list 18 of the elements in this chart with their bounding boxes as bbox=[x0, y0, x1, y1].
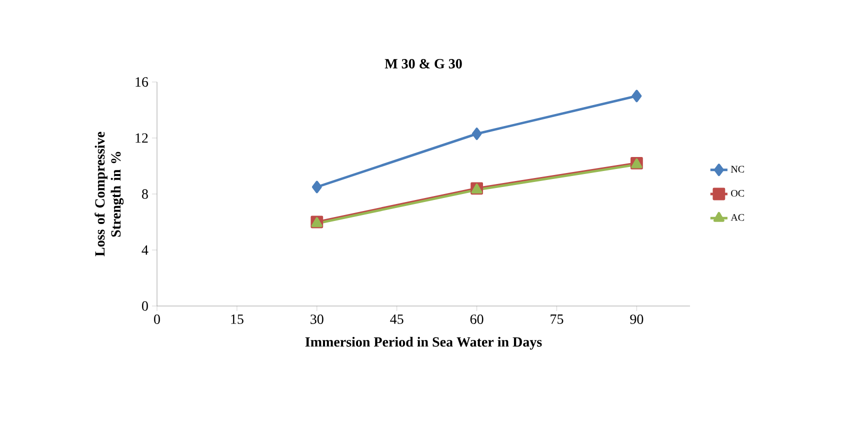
y-tick-label: 12 bbox=[136, 133, 148, 143]
x-tick-label: 45 bbox=[390, 314, 404, 324]
legend-label: OC bbox=[731, 190, 744, 197]
y-axis-title: Loss of Compressive Strength in % bbox=[94, 132, 124, 256]
x-tick-label: 0 bbox=[154, 314, 160, 324]
legend-label: NC bbox=[730, 166, 744, 173]
y-tick-label: 0 bbox=[142, 301, 148, 311]
y-tick-label: 4 bbox=[142, 245, 148, 255]
x-tick-label: 90 bbox=[630, 314, 644, 324]
x-tick-label: 15 bbox=[231, 314, 244, 324]
x-tick-label: 30 bbox=[310, 314, 324, 324]
y-tick-label: 16 bbox=[136, 77, 148, 87]
x-axis-title: Immersion Period in Sea Water in Days bbox=[305, 336, 542, 350]
x-tick-label: 60 bbox=[470, 314, 484, 324]
x-tick-label: 75 bbox=[550, 314, 564, 324]
chart-title: M 30 & G 30 bbox=[384, 59, 462, 68]
y-tick-label: 8 bbox=[142, 189, 148, 199]
legend-label: AC bbox=[730, 214, 744, 221]
